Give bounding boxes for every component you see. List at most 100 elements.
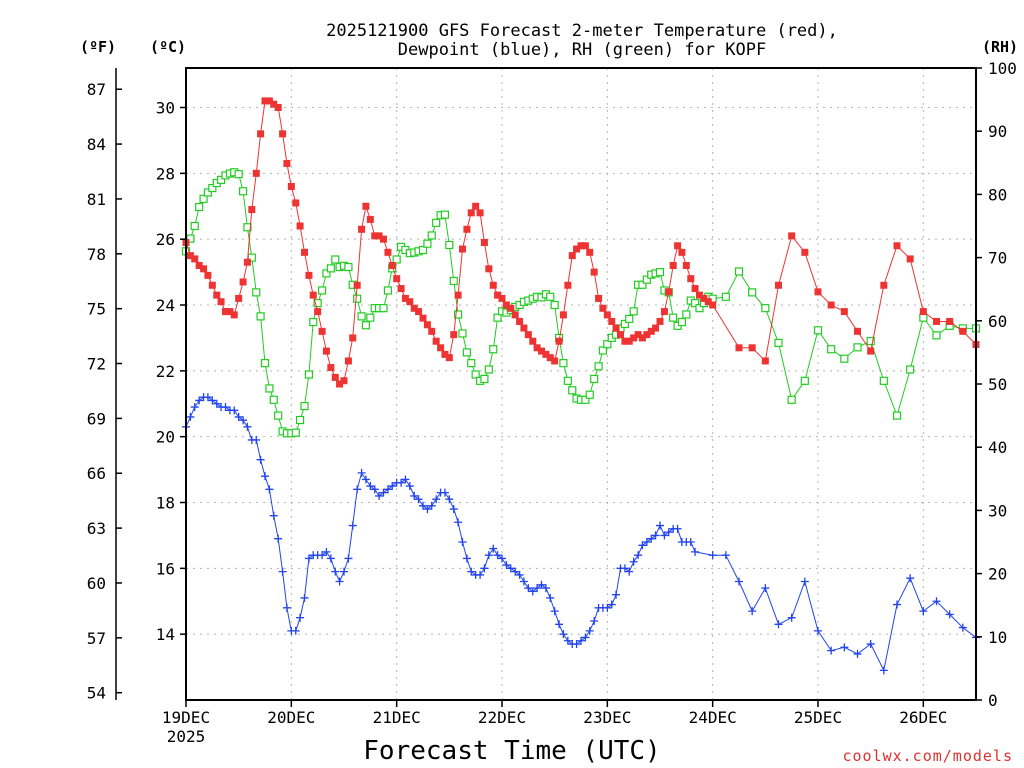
rh-point — [906, 365, 915, 374]
dewpoint-point — [853, 649, 862, 658]
rh-point — [208, 183, 217, 193]
axes: 54 57 60 63 66 69 72 75 78 81 84 87 14 16 18 20 22 24 26 28… — [87, 59, 1017, 746]
dewpoint-point — [559, 630, 568, 639]
dewpoint-point — [656, 521, 664, 530]
celsius-tick-label: 18 — [156, 494, 175, 513]
temperature-point — [625, 337, 633, 345]
temperature-point — [274, 104, 282, 111]
dewpoint-point — [348, 521, 357, 530]
temperature-point — [467, 209, 475, 217]
temperature-point — [854, 327, 861, 335]
rh-tick-label: 30 — [988, 501, 1007, 520]
temperature-point — [186, 252, 194, 260]
fahrenheit-tick-label: 87 — [87, 80, 106, 99]
rh-point — [300, 402, 309, 411]
credit-watermark: coolwx.com/models — [842, 747, 1013, 765]
dewpoint-point — [774, 620, 783, 629]
temperature-point — [257, 130, 265, 138]
temperature-point — [445, 354, 453, 362]
rh-point — [190, 221, 199, 231]
temperature-point — [362, 202, 370, 210]
temperature-point — [305, 271, 313, 279]
rh-point — [840, 354, 849, 363]
dewpoint-point — [458, 538, 467, 546]
temperature-point — [880, 281, 888, 289]
temperature-point — [318, 327, 326, 335]
celsius-tick-label: 30 — [156, 99, 175, 118]
rh-point — [480, 374, 489, 384]
temperature-point — [301, 248, 308, 256]
celsius-tick-label: 26 — [156, 230, 175, 249]
temperature-point — [292, 199, 300, 207]
dewpoint-point — [445, 495, 454, 504]
x-tick-label: 25DEC — [794, 708, 842, 727]
temperature-point — [581, 242, 589, 250]
temperature-point — [691, 285, 699, 293]
temperature-point — [617, 331, 624, 339]
dewpoint-point — [537, 580, 546, 589]
dewpoint-point — [230, 406, 239, 415]
rh-point — [462, 348, 472, 357]
rh-point — [392, 255, 401, 264]
temperature-point — [375, 232, 383, 240]
dewpoint-point — [462, 554, 471, 563]
rh-point — [590, 374, 599, 384]
temperature-point — [296, 222, 304, 230]
dewpoint-point — [300, 593, 309, 602]
temperature-point — [682, 262, 690, 269]
temperature-point — [270, 100, 278, 108]
dewpoint-point — [607, 600, 616, 609]
temperature-point — [410, 304, 418, 312]
dewpoint-point — [577, 636, 585, 645]
temperature-point — [401, 294, 409, 302]
temperature-series — [182, 97, 980, 388]
rh-point — [866, 336, 875, 346]
temperature-point — [222, 308, 229, 316]
temperature-point — [226, 308, 234, 316]
temperature-point — [573, 245, 581, 253]
dewpoint-point — [546, 593, 555, 602]
x-tick-label: 22DEC — [478, 708, 526, 727]
temperature-point — [476, 209, 484, 217]
dewpoint-point — [454, 518, 463, 527]
rh-point — [453, 310, 463, 319]
dewpoint-point — [195, 396, 204, 405]
dewpoint-point — [405, 482, 414, 491]
celsius-tick-label: 20 — [156, 428, 175, 447]
rh-point — [467, 359, 476, 368]
temperature-point — [336, 380, 344, 388]
rh-tick-label: 0 — [988, 691, 998, 710]
temperature-point — [511, 311, 519, 319]
dewpoint-point — [322, 547, 331, 556]
dewpoint-point — [239, 416, 248, 425]
temperature-point — [959, 327, 967, 335]
dewpoint-point — [282, 603, 291, 612]
fahrenheit-tick-label: 57 — [87, 629, 106, 648]
rh-point — [585, 390, 594, 399]
temperature-point — [524, 331, 532, 339]
temperature-point — [586, 248, 594, 256]
temperature-point — [748, 344, 756, 352]
dewpoint-point — [787, 613, 796, 622]
temperature-point — [200, 265, 208, 273]
temperature-point — [577, 242, 585, 250]
temperature-point — [612, 324, 620, 332]
temperature-point — [309, 291, 317, 299]
temperature-point — [634, 331, 642, 339]
rh-point — [598, 346, 608, 355]
rh-point — [234, 170, 243, 179]
temperature-point — [279, 130, 287, 138]
temperature-point — [568, 252, 576, 260]
temperature-point — [564, 281, 572, 289]
rh-point — [774, 338, 783, 348]
rh-point — [682, 310, 691, 319]
dewpoint-point — [397, 478, 406, 487]
rh-point — [594, 362, 603, 371]
temperature-point — [656, 317, 664, 325]
temperature-point — [353, 281, 361, 289]
dewpoint-point — [945, 610, 954, 619]
temperature-point — [415, 308, 423, 316]
temperature-point — [344, 357, 352, 365]
dewpoint-line — [185, 396, 977, 672]
dewpoint-point — [340, 567, 348, 576]
